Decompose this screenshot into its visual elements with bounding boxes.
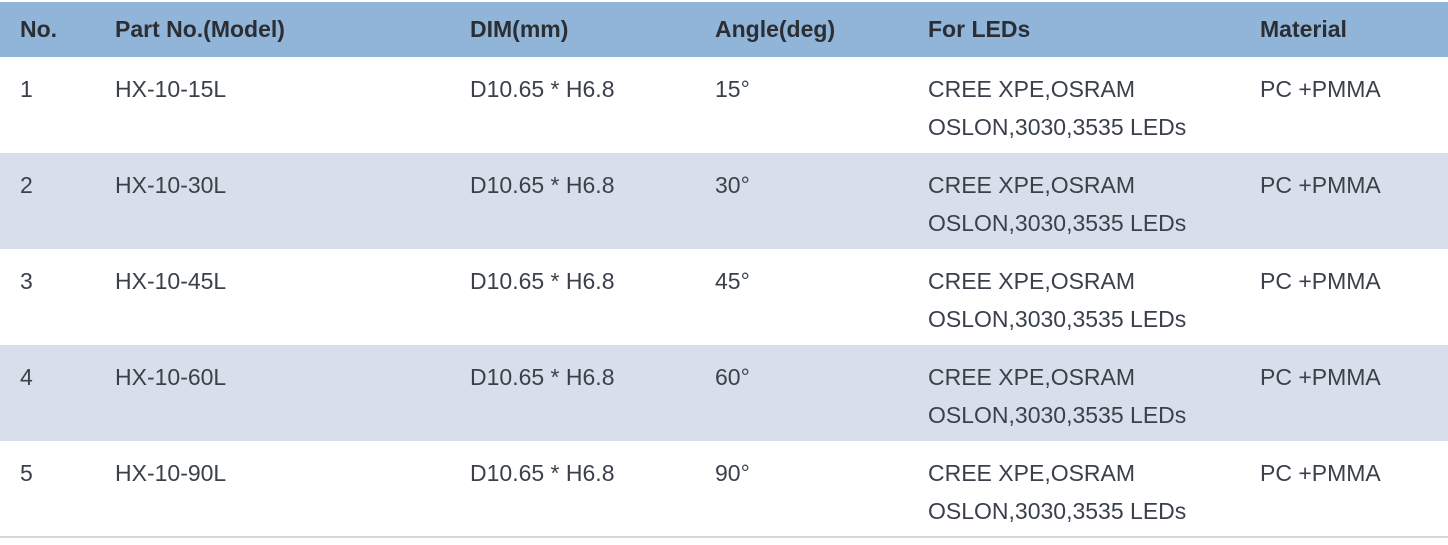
table-row: 4 HX-10-60L D10.65 * H6.8 60° CREE XPE,O… (0, 345, 1448, 441)
cell-material: PC +PMMA (1260, 172, 1381, 198)
cell-angle: 90° (715, 460, 750, 486)
cell-no: 2 (20, 172, 33, 198)
cell-part-no: HX-10-45L (115, 268, 227, 294)
cell-for-leds: CREE XPE,OSRAM OSLON,3030,3535 LEDs (928, 268, 1187, 332)
cell-part-no: HX-10-30L (115, 172, 227, 198)
cell-material: PC +PMMA (1260, 460, 1381, 486)
table-row: 5 HX-10-90L D10.65 * H6.8 90° CREE XPE,O… (0, 441, 1448, 537)
column-header-for-leds: For LEDs (928, 16, 1031, 42)
column-header-angle: Angle(deg) (715, 16, 836, 42)
cell-part-no: HX-10-15L (115, 76, 227, 102)
cell-dim: D10.65 * H6.8 (470, 268, 615, 294)
column-header-part-no: Part No.(Model) (115, 16, 285, 42)
header-row: No. Part No.(Model) DIM(mm) Angle(deg) F… (0, 2, 1448, 57)
column-header-material: Material (1260, 16, 1347, 42)
cell-no: 1 (20, 76, 33, 102)
cell-no: 3 (20, 268, 33, 294)
cell-for-leds: CREE XPE,OSRAM OSLON,3030,3535 LEDs (928, 172, 1187, 236)
cell-material: PC +PMMA (1260, 76, 1381, 102)
cell-material: PC +PMMA (1260, 268, 1381, 294)
column-header-dim: DIM(mm) (470, 16, 569, 42)
cell-angle: 45° (715, 268, 750, 294)
column-header-no: No. (20, 16, 58, 42)
cell-part-no: HX-10-60L (115, 364, 227, 390)
cell-for-leds: CREE XPE,OSRAM OSLON,3030,3535 LEDs (928, 364, 1187, 428)
cell-part-no: HX-10-90L (115, 460, 227, 486)
cell-dim: D10.65 * H6.8 (470, 172, 615, 198)
cell-material: PC +PMMA (1260, 364, 1381, 390)
cell-dim: D10.65 * H6.8 (470, 460, 615, 486)
cell-dim: D10.65 * H6.8 (470, 76, 615, 102)
cell-dim: D10.65 * H6.8 (470, 364, 615, 390)
cell-for-leds: CREE XPE,OSRAM OSLON,3030,3535 LEDs (928, 460, 1187, 524)
table-row: 3 HX-10-45L D10.65 * H6.8 45° CREE XPE,O… (0, 249, 1448, 345)
cell-no: 5 (20, 460, 33, 486)
cell-angle: 60° (715, 364, 750, 390)
cell-no: 4 (20, 364, 33, 390)
cell-for-leds: CREE XPE,OSRAM OSLON,3030,3535 LEDs (928, 76, 1187, 140)
cell-angle: 30° (715, 172, 750, 198)
table-row: 2 HX-10-30L D10.65 * H6.8 30° CREE XPE,O… (0, 153, 1448, 249)
table-row: 1 HX-10-15L D10.65 * H6.8 15° CREE XPE,O… (0, 57, 1448, 153)
cell-angle: 15° (715, 76, 750, 102)
